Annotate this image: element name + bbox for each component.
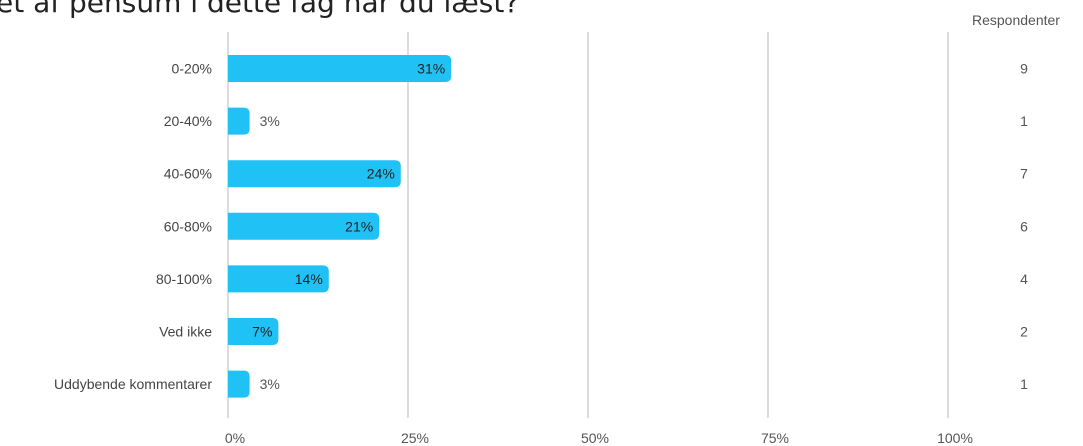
chart-title: et af pensum i dette fag har du læst? <box>0 0 520 19</box>
bar <box>228 212 380 240</box>
x-tick-label: 25% <box>401 430 429 446</box>
category-label: Uddybende kommentarer <box>54 376 212 392</box>
bar <box>228 107 250 135</box>
bar-value-label: 24% <box>367 166 395 182</box>
respondent-count: 1 <box>1020 113 1028 129</box>
bar-value-label: 3% <box>260 113 280 129</box>
bar <box>228 160 401 188</box>
bar <box>228 318 279 345</box>
x-tick-label: 50% <box>581 430 609 446</box>
category-label: Ved ikke <box>159 324 212 340</box>
x-tick-label: 0% <box>225 430 245 446</box>
respondent-count: 7 <box>1020 166 1028 182</box>
category-label: 80-100% <box>156 271 212 287</box>
category-label: 20-40% <box>164 113 212 129</box>
respondents-column-header: Respondenter <box>972 12 1060 28</box>
respondent-count: 4 <box>1020 271 1028 287</box>
bar <box>228 55 452 82</box>
bar-value-label: 31% <box>417 61 445 77</box>
bar-value-label: 7% <box>252 324 272 340</box>
category-label: 40-60% <box>164 166 212 182</box>
category-label: 0-20% <box>172 61 212 77</box>
bar-value-label: 21% <box>345 218 373 234</box>
bar-value-label: 14% <box>295 271 323 287</box>
respondent-count: 9 <box>1020 61 1028 77</box>
respondent-count: 1 <box>1020 376 1028 392</box>
bar-value-label: 3% <box>260 376 280 392</box>
x-tick-label: 100% <box>937 430 973 446</box>
bar <box>228 265 329 293</box>
category-label: 60-80% <box>164 218 212 234</box>
respondent-count: 6 <box>1020 218 1028 234</box>
respondent-count: 2 <box>1020 324 1028 340</box>
x-tick-label: 75% <box>761 430 789 446</box>
bar <box>228 370 250 398</box>
